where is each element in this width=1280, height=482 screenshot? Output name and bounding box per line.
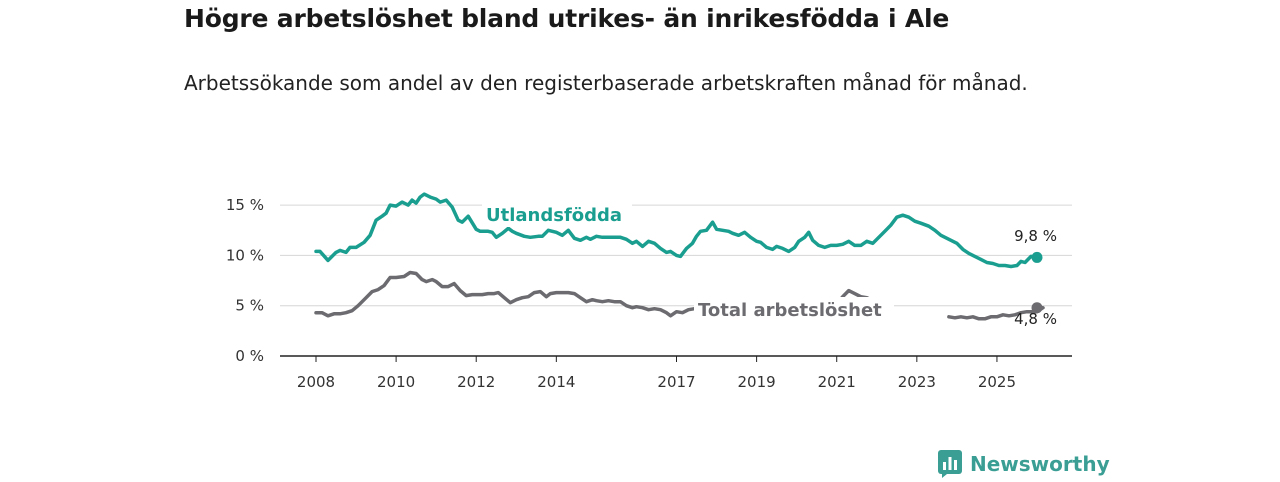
chart-title: Högre arbetslöshet bland utrikes- än inr… xyxy=(184,4,950,33)
newsworthy-logo[interactable]: Newsworthy xyxy=(938,449,1110,479)
end-point-total xyxy=(1031,302,1043,314)
y-tick-label: 5 % xyxy=(235,297,264,315)
x-tick-label: 2010 xyxy=(377,373,415,391)
series-label-total: Total arbetslöshet xyxy=(698,300,882,321)
y-tick-label: 0 % xyxy=(235,347,264,365)
label-background xyxy=(694,297,894,323)
series-label-utlandsfodda: Utlandsfödda xyxy=(486,205,622,226)
x-tick-label: 2023 xyxy=(898,373,936,391)
brand-name: Newsworthy xyxy=(970,452,1110,476)
newsworthy-icon xyxy=(938,450,962,478)
y-tick-label: 15 % xyxy=(226,196,264,214)
chart-subtitle: Arbetssökande som andel av den registerb… xyxy=(184,71,1028,95)
x-tick-label: 2019 xyxy=(738,373,776,391)
y-tick-label: 10 % xyxy=(226,246,264,264)
end-point-utlandsfodda xyxy=(1031,251,1043,263)
labels: Utlandsfödda Total arbetslöshet 9,8 % 4,8 % xyxy=(482,201,1057,328)
series-line-total xyxy=(314,270,1045,321)
end-label-total: 4,8 % xyxy=(1014,310,1057,328)
x-tick-label: 2008 xyxy=(297,373,335,391)
x-tick-label: 2012 xyxy=(457,373,495,391)
x-tick-label: 2014 xyxy=(537,373,575,391)
series xyxy=(314,192,1045,321)
x-tick-label: 2025 xyxy=(978,373,1016,391)
label-background xyxy=(482,201,632,227)
end-label-utlandsfodda: 9,8 % xyxy=(1014,227,1057,245)
axes: 0 % 5 % 10 % 15 % 2008 2010 2012 2014 2017 2019 20… xyxy=(226,196,1072,391)
x-tick-label: 2021 xyxy=(818,373,856,391)
x-tick-label: 2017 xyxy=(657,373,695,391)
series-line-utlandsfodda xyxy=(314,192,1039,269)
